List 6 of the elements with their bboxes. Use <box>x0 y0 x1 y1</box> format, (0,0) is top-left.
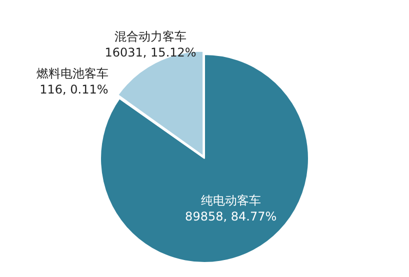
data-label: 116, 0.11% <box>40 82 108 96</box>
data-label: 89858, 84.77% <box>185 209 277 224</box>
slice-label: 燃料电池客车 <box>36 66 108 80</box>
slice-label: 纯电动客车 <box>200 193 261 208</box>
slice-label: 混合动力客车 <box>114 30 187 44</box>
data-label: 16031, 15.12% <box>104 46 196 60</box>
